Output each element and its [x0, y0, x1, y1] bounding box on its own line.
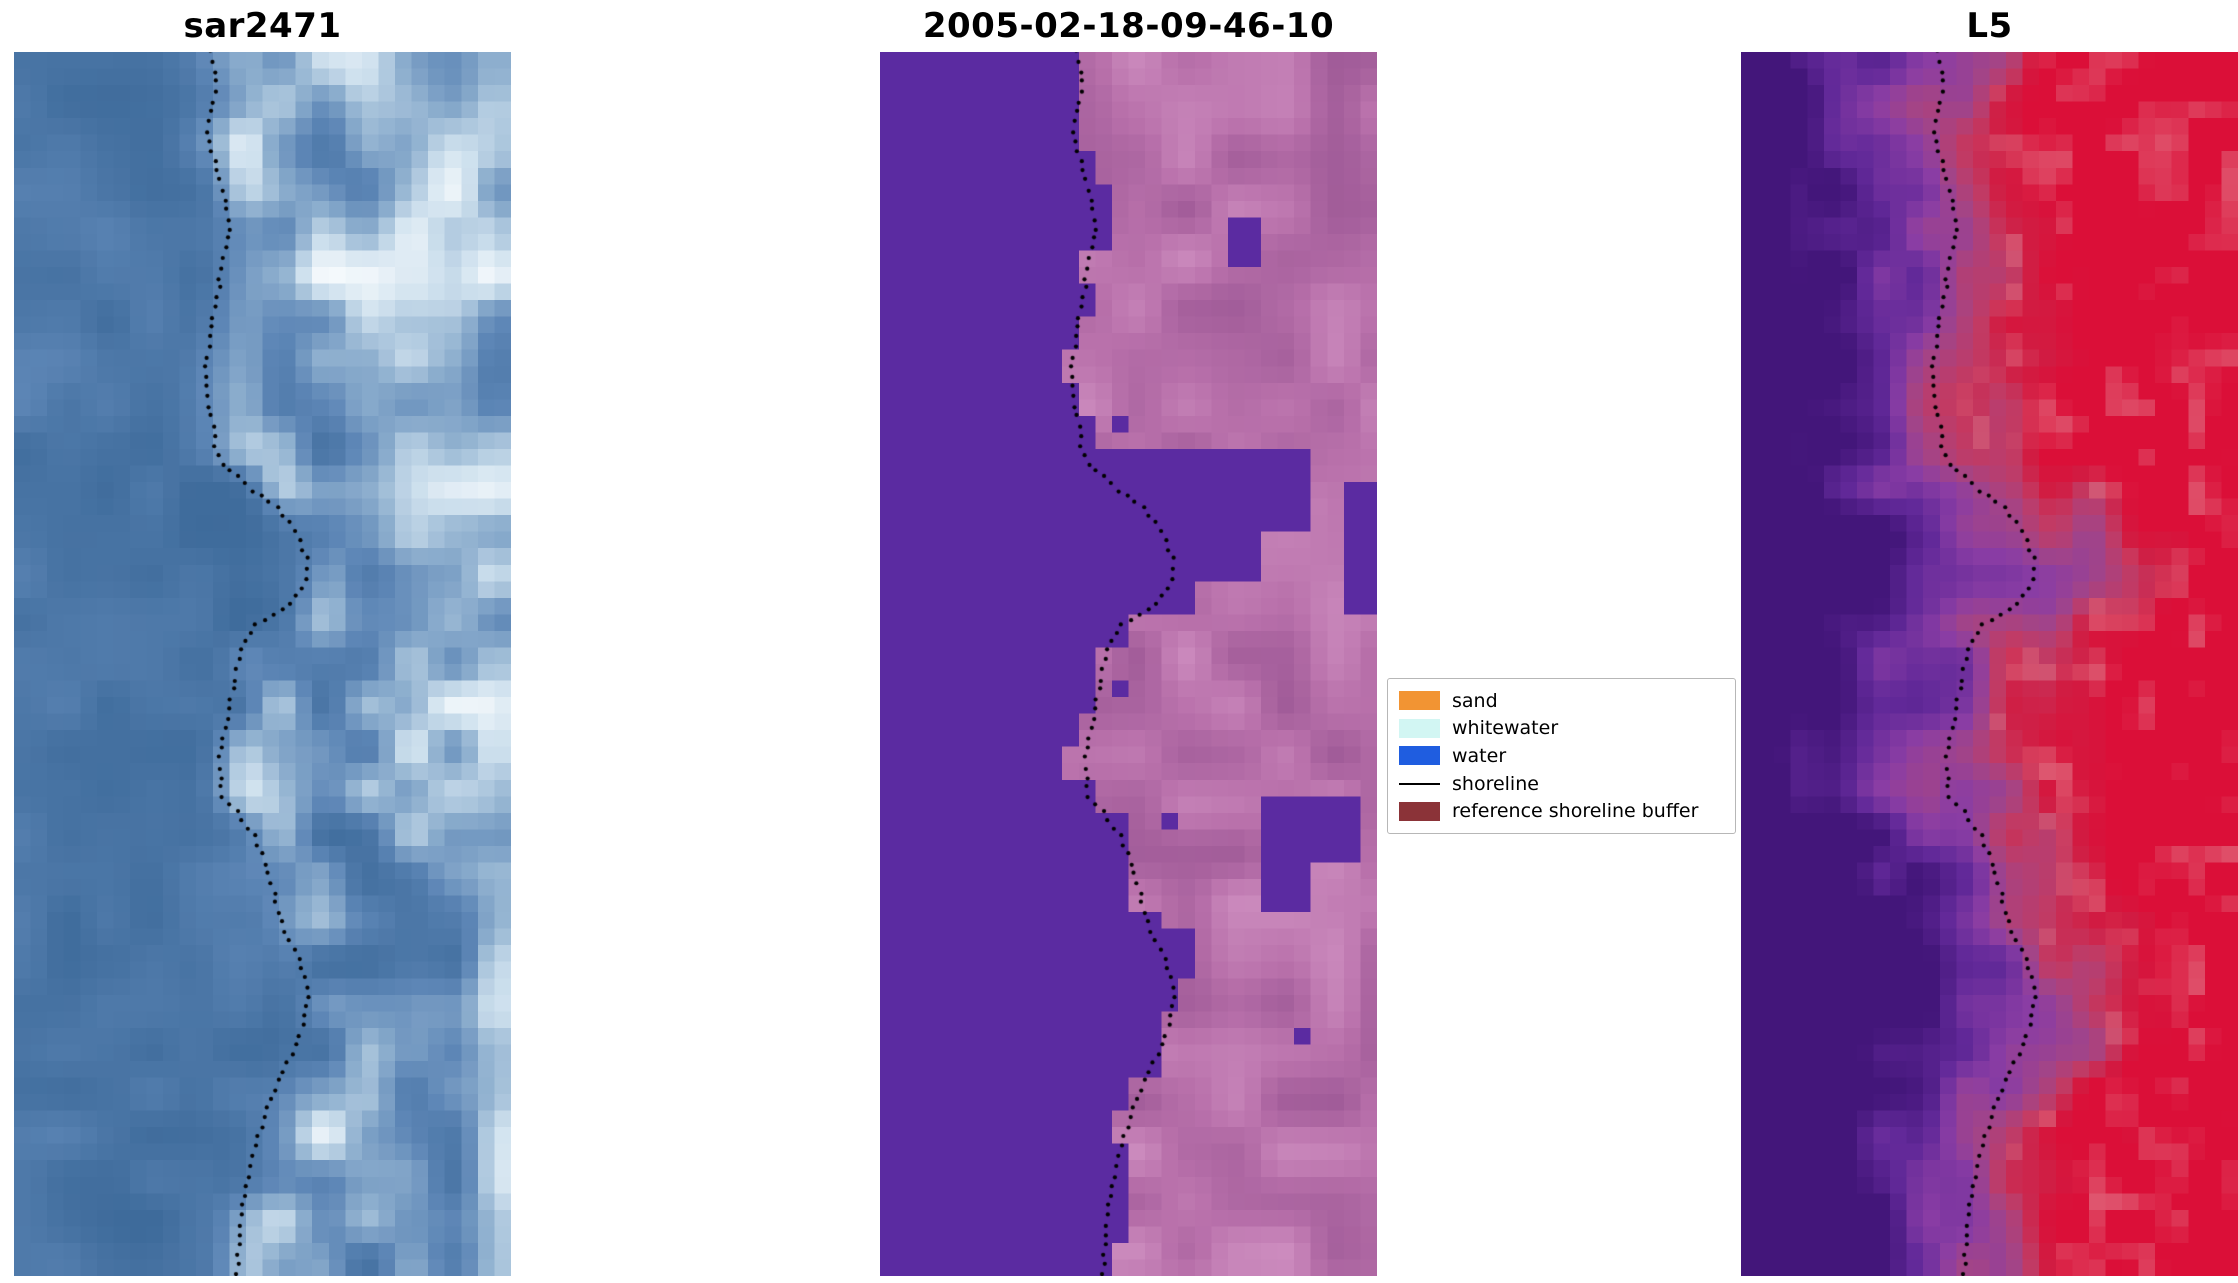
panel-title-date: 2005-02-18-09-46-10 — [922, 6, 1335, 46]
classified-image-area — [880, 52, 1377, 1276]
shoreline-dots-overlay — [1741, 52, 2238, 1276]
legend-item-sand: sand — [1399, 687, 1724, 715]
legend-label: water — [1452, 744, 1507, 767]
l5-image-area — [1741, 52, 2238, 1276]
panel-title-l5: L5 — [1966, 6, 2013, 46]
legend-item-reference-shoreline-buffer: reference shoreline buffer — [1399, 797, 1724, 825]
panel-l5: L5 — [1741, 0, 2238, 1276]
legend-label: sand — [1452, 689, 1498, 712]
legend-item-shoreline: shoreline — [1399, 770, 1724, 798]
legend-label: reference shoreline buffer — [1452, 800, 1699, 823]
shoreline-dots-overlay — [880, 52, 1377, 1276]
sar-image-area — [14, 52, 511, 1276]
legend-reference-shoreline-buffer-swatch — [1399, 801, 1440, 821]
legend-label: whitewater — [1452, 717, 1559, 740]
panel-sar2471: sar2471 — [14, 0, 511, 1276]
shoreline-dots-overlay — [14, 52, 511, 1276]
legend-water-swatch — [1399, 746, 1440, 766]
legend-item-water: water — [1399, 742, 1724, 770]
legend-whitewater-swatch — [1399, 718, 1440, 738]
legend-sand-swatch — [1399, 691, 1440, 711]
legend-label: shoreline — [1452, 772, 1539, 795]
legend-shoreline-line-swatch — [1399, 782, 1440, 785]
legend-item-whitewater: whitewater — [1399, 715, 1724, 743]
legend: sand whitewater water shoreline reference sh… — [1387, 678, 1736, 834]
panel-title-sar2471: sar2471 — [183, 6, 342, 46]
panel-classified-date: 2005-02-18-09-46-10 — [880, 0, 1377, 1276]
